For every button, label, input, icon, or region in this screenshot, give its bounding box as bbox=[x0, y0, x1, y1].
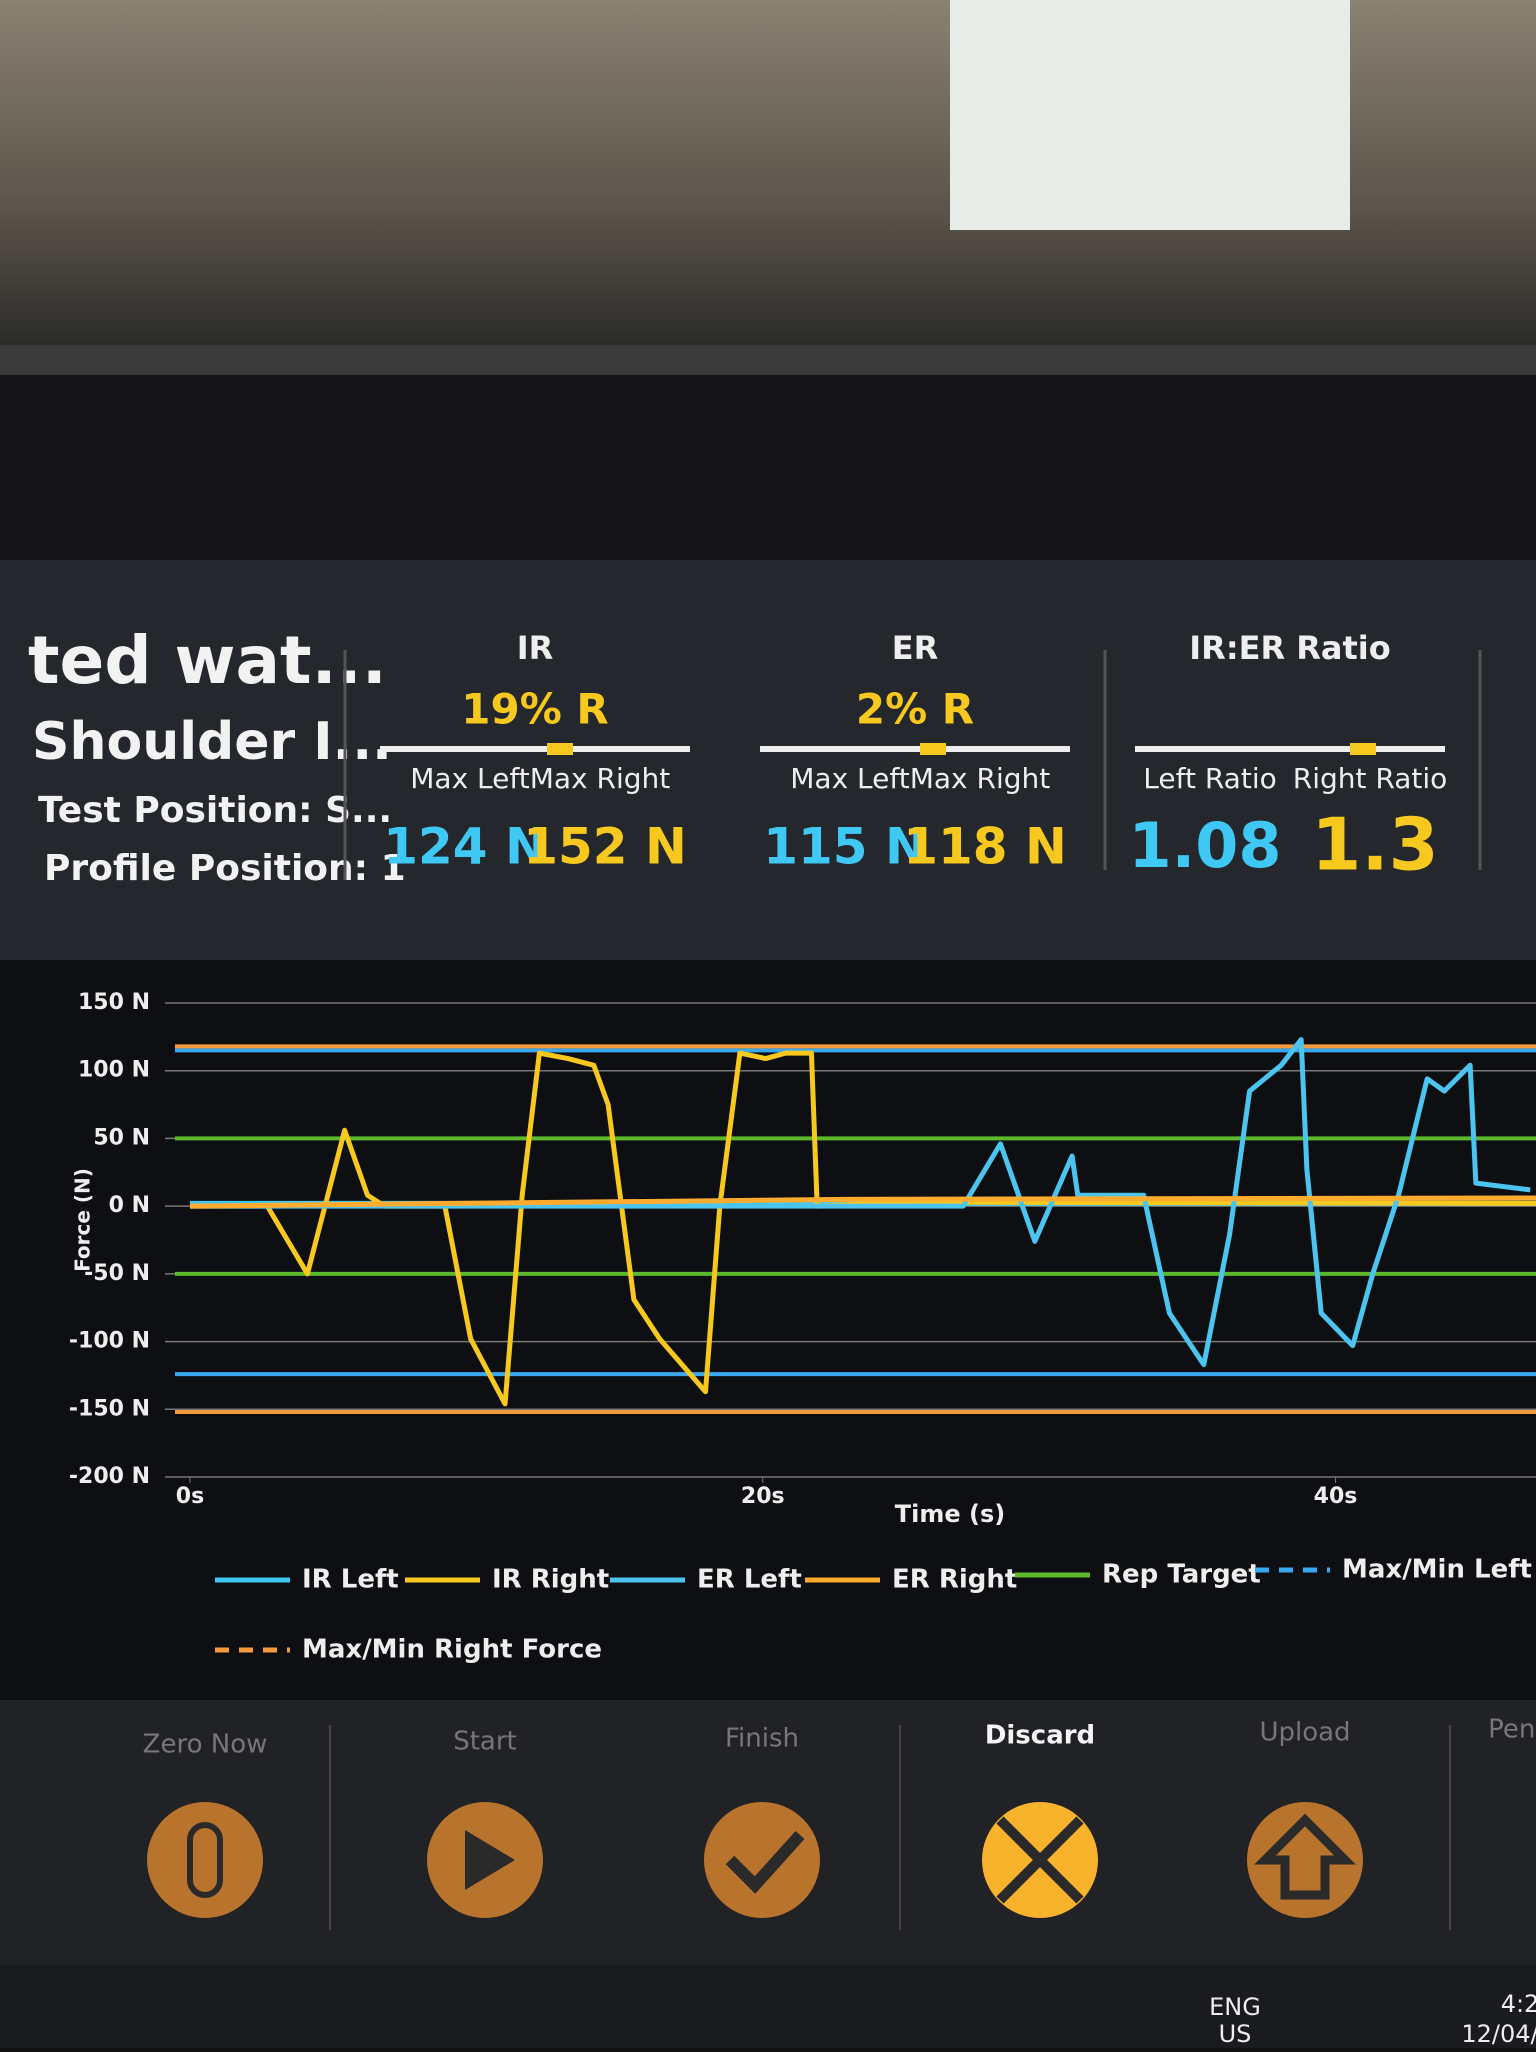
x-tick-label: 20s bbox=[741, 1484, 785, 1509]
button-label[interactable]: Start bbox=[453, 1727, 517, 1757]
balance-bar bbox=[760, 746, 1070, 752]
button-label[interactable]: Upload bbox=[1259, 1718, 1350, 1748]
icon-x bbox=[996, 1816, 1084, 1904]
legend-label: Rep Target bbox=[1102, 1560, 1261, 1590]
metric-label: Left Ratio bbox=[1143, 762, 1276, 795]
metric-label: Right Ratio bbox=[1293, 762, 1448, 795]
balance-marker bbox=[1350, 743, 1376, 755]
y-tick-label: -200 N bbox=[69, 1464, 150, 1489]
x-tick-label: 0s bbox=[176, 1484, 204, 1509]
series-line bbox=[190, 1050, 1536, 1407]
metric-title: IR:ER Ratio bbox=[1189, 629, 1390, 667]
y-axis-title: Force (N) bbox=[71, 1168, 95, 1272]
button-icon[interactable] bbox=[704, 1802, 820, 1918]
metric-value: 1.3 bbox=[1311, 803, 1439, 887]
y-tick-label: -150 N bbox=[69, 1396, 150, 1421]
doorway bbox=[950, 0, 1350, 230]
button-icon[interactable] bbox=[1247, 1802, 1363, 1918]
balance-bar bbox=[380, 746, 690, 752]
y-tick-label: -100 N bbox=[69, 1329, 150, 1354]
chart-panel bbox=[0, 960, 1536, 1700]
metric-value: 152 N bbox=[523, 818, 687, 876]
profile-position: Profile Position: 1 bbox=[44, 848, 406, 889]
metric-value: 1.08 bbox=[1129, 809, 1282, 882]
balance-marker bbox=[547, 743, 573, 755]
series-line bbox=[189, 1195, 1536, 1209]
legend-label: Max/Min Left Fo bbox=[1342, 1555, 1536, 1585]
button-label[interactable]: Finish bbox=[725, 1724, 799, 1754]
y-tick-label: 150 N bbox=[78, 990, 150, 1015]
header-panel bbox=[0, 560, 1536, 960]
monitor-bezel bbox=[0, 345, 1536, 375]
legend-label: IR Left bbox=[302, 1565, 399, 1595]
x-axis-title: Time (s) bbox=[895, 1500, 1005, 1528]
balance-bar bbox=[1135, 746, 1445, 752]
metric-diff: 2% R bbox=[856, 685, 974, 734]
taskbar-text: 12/04/ bbox=[1461, 2020, 1536, 2048]
patient-name: ted wat... bbox=[28, 622, 387, 699]
metric-value: 115 N bbox=[763, 818, 927, 876]
legend-label: ER Right bbox=[892, 1565, 1017, 1595]
icon-check bbox=[725, 1830, 805, 1894]
metric-value: 124 N bbox=[383, 818, 547, 876]
y-tick-label: -50 N bbox=[84, 1261, 150, 1286]
button-icon[interactable] bbox=[147, 1802, 263, 1918]
legend-label: Max/Min Right Force bbox=[302, 1635, 602, 1665]
series-line bbox=[190, 1037, 1531, 1368]
taskbar-text: 4:2 bbox=[1501, 1990, 1536, 2018]
y-tick-label: 100 N bbox=[78, 1058, 150, 1083]
metric-label: Max Left bbox=[790, 762, 909, 795]
balance-marker bbox=[920, 743, 946, 755]
metric-label: Max Right bbox=[910, 762, 1051, 795]
taskbar-text: US bbox=[1219, 2020, 1252, 2048]
test-position: Test Position: S... bbox=[38, 790, 392, 831]
metric-diff: 19% R bbox=[461, 685, 609, 734]
button-label[interactable]: Zero Now bbox=[143, 1730, 268, 1760]
taskbar bbox=[0, 1965, 1536, 2048]
button-label[interactable]: Discard bbox=[985, 1721, 1095, 1751]
icon-play bbox=[465, 1830, 515, 1890]
metric-label: Max Right bbox=[530, 762, 671, 795]
metric-label: Max Left bbox=[410, 762, 529, 795]
icon-zero bbox=[187, 1822, 223, 1898]
y-tick-label: 0 N bbox=[109, 1193, 150, 1218]
metric-title: IR bbox=[517, 629, 554, 667]
metric-value: 118 N bbox=[903, 818, 1067, 876]
monitor-top bbox=[0, 375, 1536, 560]
x-tick-label: 40s bbox=[1314, 1484, 1358, 1509]
legend-label: IR Right bbox=[492, 1565, 609, 1595]
metric-title: ER bbox=[892, 629, 939, 667]
icon-upload bbox=[1254, 1813, 1356, 1900]
test-name: Shoulder I... bbox=[32, 712, 392, 772]
legend-label: ER Left bbox=[697, 1565, 802, 1595]
taskbar-text: ENG bbox=[1209, 1993, 1261, 2021]
y-tick-label: 50 N bbox=[93, 1125, 150, 1150]
button-label[interactable]: Pend bbox=[1488, 1715, 1536, 1745]
